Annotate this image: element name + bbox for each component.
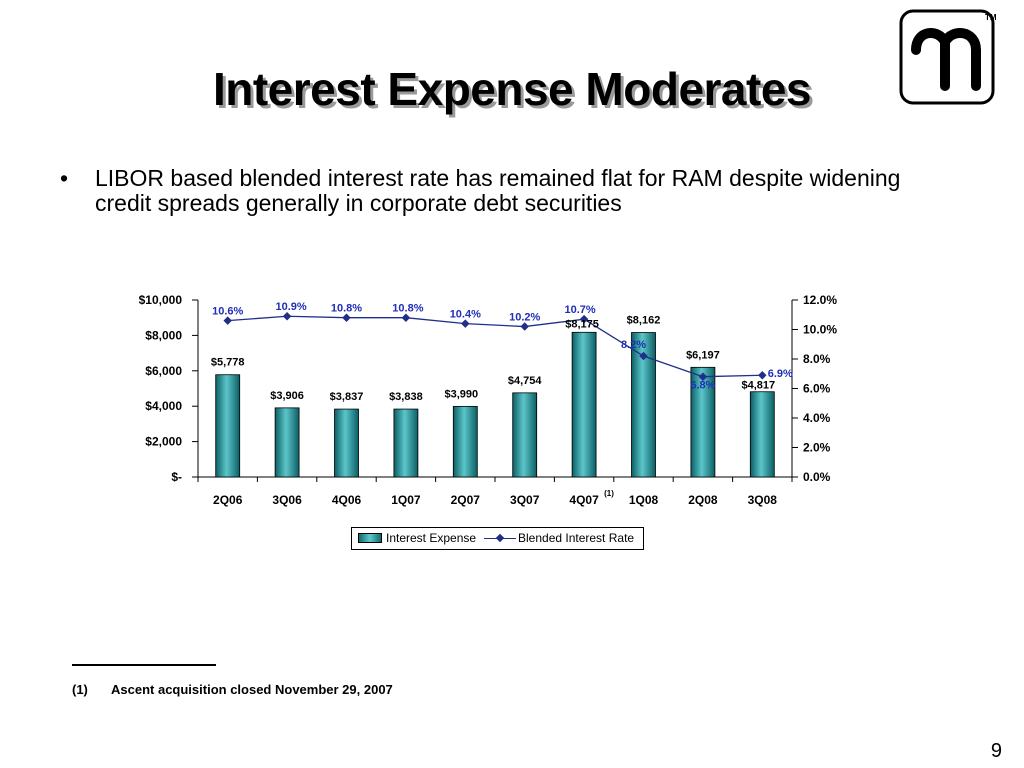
bar [215,374,241,478]
bar [690,366,716,478]
trademark-label: TM [985,13,996,22]
line-point [758,370,767,380]
x-tick-superscript: (1) [604,489,614,498]
footnote-divider [72,664,216,666]
footnote-number: (1) [72,682,88,697]
rate-value-label: 10.7% [564,304,595,316]
rate-value-label: 6.9% [768,368,793,380]
y-right-tick-label: 2.0% [803,441,831,455]
bar-value-label: $5,778 [211,357,245,369]
line-point [698,372,708,381]
line-point [401,313,411,322]
slide-title: Interest Expense Moderates [212,63,812,115]
y-left-tick-label: $8,000 [145,328,182,342]
y-left-tick-label: $10,000 [139,293,183,307]
chart-axes: $- $2,000 $4,000 $6,000 $8,000 $10,000 0.0% 2.0… [139,293,838,507]
bar [452,405,478,478]
x-tick-label: 1Q07 [391,493,421,507]
rate-value-label: 6.8% [690,380,715,392]
bar-value-label: $4,754 [508,375,543,387]
bar-value-label: $3,906 [270,390,304,402]
rate-value-label: 10.8% [392,303,423,315]
y-right-tick-label: 12.0% [803,293,837,307]
x-tick-label: 2Q06 [213,493,243,507]
rate-value-label: 10.8% [331,303,362,315]
line-point [520,322,529,331]
line-series [223,311,767,381]
bar [334,408,359,478]
bar-value-label: $8,175 [565,318,599,330]
rate-value-label: 10.2% [509,312,540,324]
legend-swatch-interest-expense [358,533,382,543]
rate-value-label: 10.9% [275,301,306,313]
y-right-tick-label: 4.0% [803,411,831,425]
x-tick-label: 1Q08 [629,493,659,507]
line-point [342,313,351,322]
page-number: 9 [990,740,1002,762]
x-tick-label: 3Q07 [510,493,540,507]
bar-value-label: $3,837 [330,391,364,403]
bar-value-label: $3,838 [389,391,423,403]
line-point [223,316,232,325]
chart-legend: Interest Expense Blended Interest Rate [351,527,644,550]
footnote-text: Ascent acquisition closed November 29, 2… [111,682,393,697]
bar-value-label: $3,990 [444,388,478,400]
y-right-tick-label: 10.0% [803,323,837,337]
bar-value-label: $4,817 [741,380,775,392]
data-labels: $5,778 $3,906 $3,837 $3,838 $3,990 $4,754 $8,1… [211,301,793,403]
x-tick-label: 4Q06 [332,493,362,507]
rate-value-label: 10.6% [212,306,243,318]
x-tick-label: 3Q08 [748,493,778,507]
y-right-tick-label: 0.0% [803,470,831,484]
legend-marker-blended-rate [495,533,505,543]
bar-value-label: $6,197 [686,349,720,361]
bullet-marker: • [60,165,69,191]
company-logo-icon: TM [899,9,996,105]
y-left-tick-label: $- [171,470,182,484]
line-point [579,314,589,324]
bar [749,391,775,478]
y-left-tick-label: $6,000 [145,364,182,378]
x-tick-label: 3Q06 [272,493,302,507]
x-tick-label: 2Q07 [451,493,481,507]
bullet-text: LIBOR based blended interest rate has re… [95,165,901,216]
legend-label-blended-rate: Blended Interest Rate [518,531,635,545]
bar-series [215,331,775,478]
blended-rate-line [227,315,763,378]
y-right-tick-label: 6.0% [803,382,831,396]
rate-value-label: 8.2% [621,339,646,351]
x-tick-label: 2Q08 [688,493,718,507]
bar [571,331,597,478]
bar [512,392,538,478]
line-point [461,319,470,328]
bar [393,408,419,478]
bar-value-label: $8,162 [627,315,661,327]
y-right-tick-label: 8.0% [803,352,831,366]
line-point [639,351,648,361]
legend-label-interest-expense: Interest Expense [386,531,477,545]
bar [274,407,300,478]
y-left-tick-label: $4,000 [145,399,182,413]
rate-value-label: 10.4% [450,309,481,321]
line-point [282,311,292,321]
x-tick-label: 4Q07 [569,493,599,507]
y-left-tick-label: $2,000 [145,435,182,449]
